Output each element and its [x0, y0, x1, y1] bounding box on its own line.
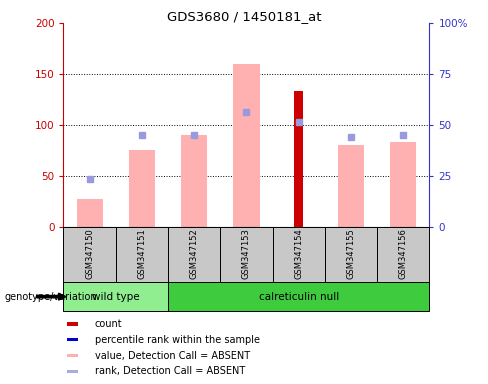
Bar [67, 354, 78, 357]
Text: GSM347150: GSM347150 [85, 228, 94, 279]
Bar [67, 323, 78, 326]
Bar [116, 227, 168, 282]
Text: count: count [95, 319, 122, 329]
Bar [377, 227, 429, 282]
Text: GSM347151: GSM347151 [137, 228, 146, 279]
Text: genotype/variation: genotype/variation [5, 291, 98, 302]
Bar [63, 227, 116, 282]
Text: calreticulin null: calreticulin null [259, 291, 339, 302]
Bar [338, 145, 364, 227]
Text: GSM347153: GSM347153 [242, 228, 251, 279]
Text: percentile rank within the sample: percentile rank within the sample [95, 335, 260, 345]
Text: rank, Detection Call = ABSENT: rank, Detection Call = ABSENT [95, 366, 245, 376]
Bar [294, 91, 304, 227]
Text: wild type: wild type [92, 291, 140, 302]
Text: GSM347156: GSM347156 [399, 228, 408, 279]
Bar [168, 227, 220, 282]
Bar [77, 199, 102, 227]
Text: GSM347155: GSM347155 [346, 228, 356, 279]
Bar [181, 135, 207, 227]
Bar [168, 282, 429, 311]
Text: GDS3680 / 1450181_at: GDS3680 / 1450181_at [167, 10, 321, 23]
Bar [63, 282, 168, 311]
Bar [220, 227, 273, 282]
Bar [325, 227, 377, 282]
Bar [67, 338, 78, 341]
Bar [390, 142, 416, 227]
Bar [273, 227, 325, 282]
Bar [67, 370, 78, 373]
Text: GSM347154: GSM347154 [294, 228, 303, 279]
Bar [233, 64, 260, 227]
Text: value, Detection Call = ABSENT: value, Detection Call = ABSENT [95, 351, 250, 361]
Text: GSM347152: GSM347152 [190, 228, 199, 279]
Bar [129, 150, 155, 227]
